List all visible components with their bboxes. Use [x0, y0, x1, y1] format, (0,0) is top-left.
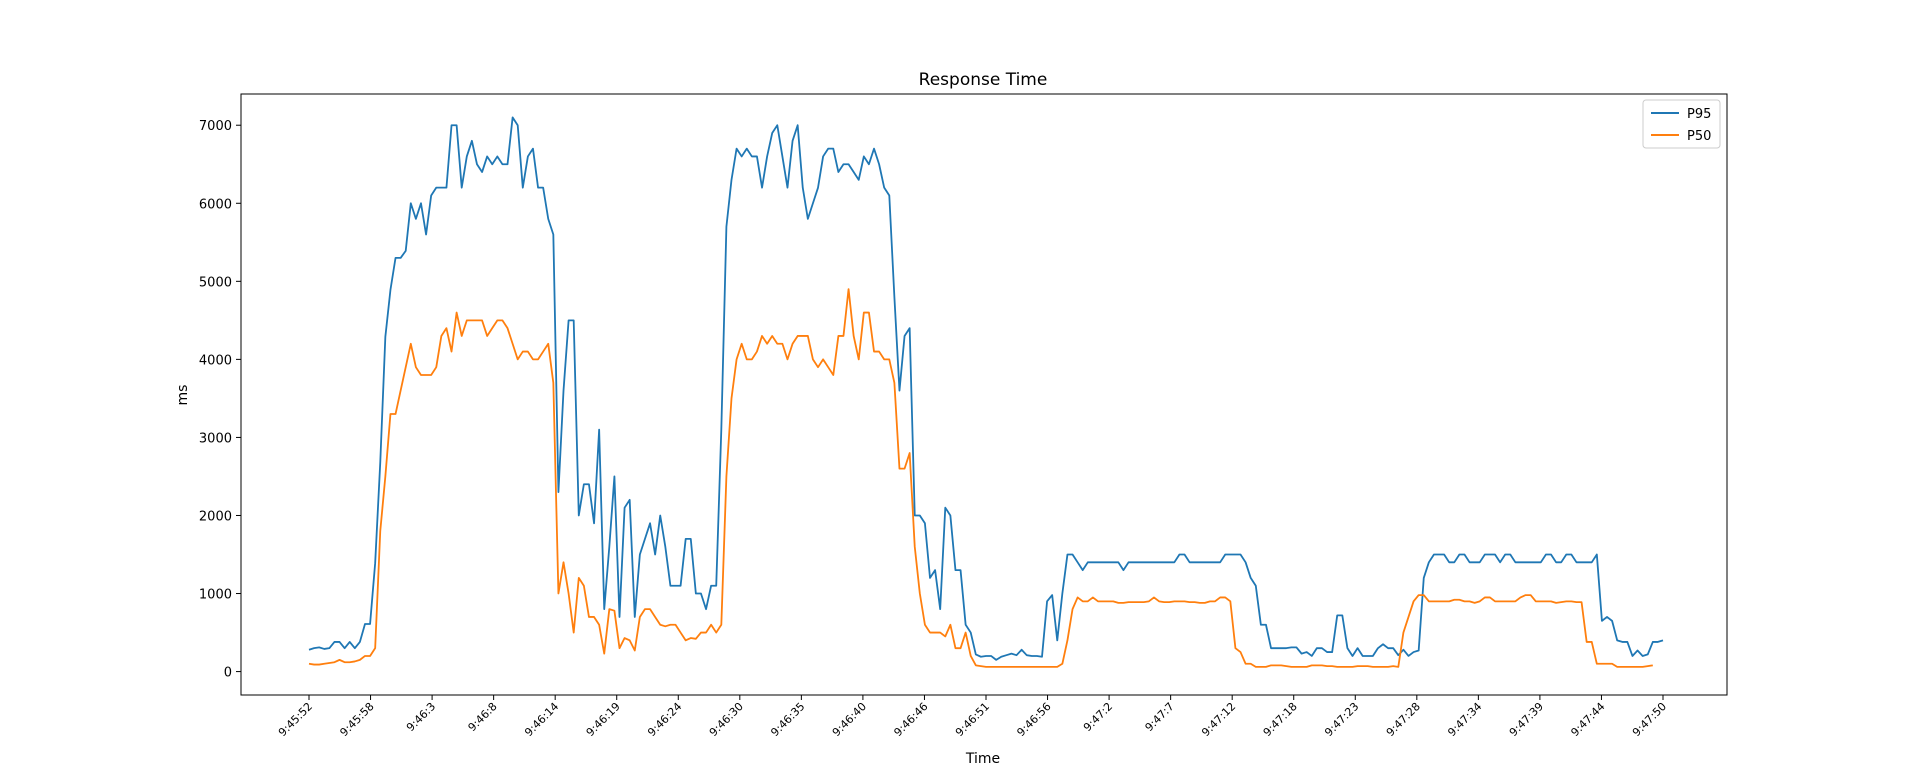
series-line-p95 — [308, 116, 1664, 661]
y-tick-label: 7000 — [199, 119, 232, 134]
x-axis-label: Time — [965, 751, 1000, 767]
y-tick-label: 4000 — [199, 353, 232, 368]
chart-title: Response Time — [919, 70, 1048, 90]
y-tick-label: 5000 — [199, 275, 232, 290]
legend-label: P95 — [1687, 107, 1711, 122]
plot-area — [240, 93, 1728, 696]
y-axis: 0 1000 2000 3000 4000 5000 6000 7000 — [199, 119, 241, 681]
y-tick-label: 0 — [224, 666, 232, 681]
y-axis-label: ms — [175, 385, 191, 406]
series-layer — [308, 116, 1664, 668]
legend-label: P50 — [1687, 129, 1711, 144]
y-tick-label: 1000 — [199, 588, 232, 603]
series-line-p50 — [308, 288, 1653, 668]
plot-frame — [240, 93, 1728, 696]
y-tick-label: 2000 — [199, 509, 232, 524]
y-tick-label: 3000 — [199, 431, 232, 446]
y-tick-label: 6000 — [199, 197, 232, 212]
